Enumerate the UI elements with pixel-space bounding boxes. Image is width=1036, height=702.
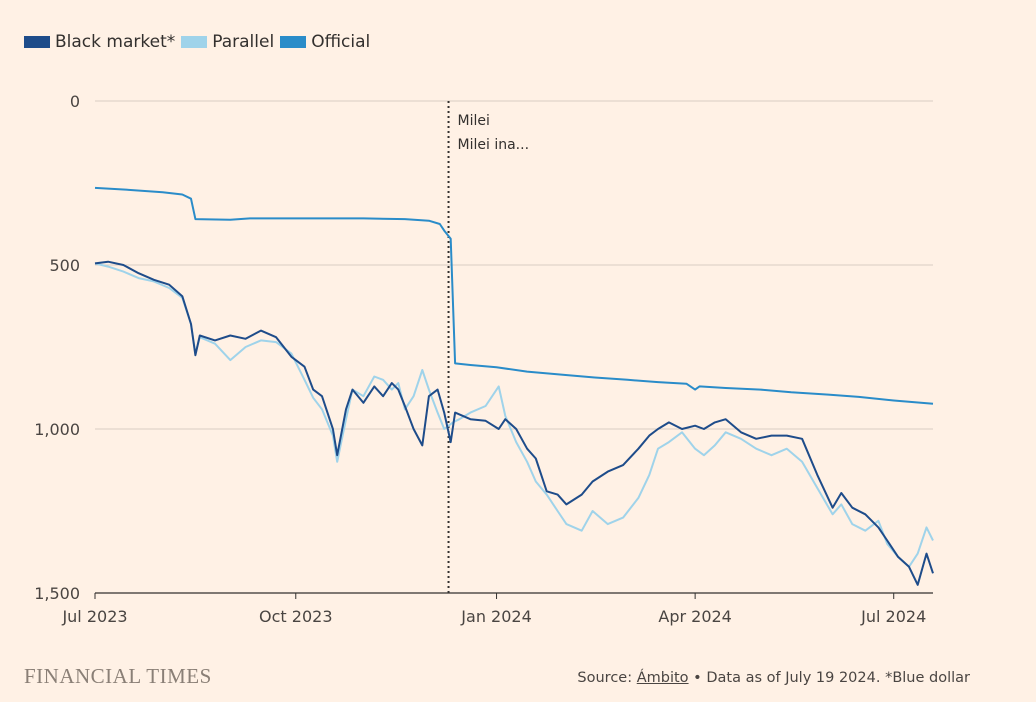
grid-lines	[95, 100, 933, 594]
y-tick-label: 1,000	[34, 420, 80, 439]
series-line-parallel	[94, 262, 934, 568]
x-tick-label: Oct 2023	[259, 607, 332, 626]
legend-item-parallel[interactable]: Parallel	[181, 32, 274, 52]
legend-item-black-market[interactable]: Black market*	[24, 32, 175, 52]
series-line-black-market	[94, 260, 934, 586]
legend-label-official: Official	[311, 32, 371, 52]
source-suffix: • Data as of July 19 2024. *Blue dollar	[688, 670, 970, 686]
chart-plot: 0 500 1,000 1,500 Jul 2023 Oct 2023 Jan 2024 A…	[34, 92, 934, 626]
legend-swatch-parallel	[181, 36, 208, 48]
series-lines	[94, 186, 934, 586]
source-link[interactable]: Ámbito	[636, 670, 689, 686]
x-axis-ticks: Jul 2023 Oct 2023 Jan 2024 Apr 2024 Jul 2024	[61, 593, 926, 626]
event-annotation-line2: Milei ina...	[458, 137, 530, 153]
y-tick-label: 0	[70, 92, 80, 111]
source-note: Source: Ámbito • Data as of July 19 2024…	[577, 670, 970, 686]
y-axis-ticks: 0 500 1,000 1,500	[34, 92, 80, 603]
y-tick-label: 1,500	[34, 584, 80, 603]
event-annotation-line1: Milei	[458, 113, 490, 129]
legend-swatch-black-market	[24, 36, 50, 48]
x-tick-label: Jul 2023	[61, 607, 127, 626]
x-tick-label: Jan 2024	[460, 607, 531, 626]
legend: Black market* Parallel Official	[24, 32, 376, 52]
x-tick-label: Apr 2024	[658, 607, 731, 626]
series-line-official	[94, 186, 934, 405]
source-prefix: Source:	[577, 670, 637, 686]
ft-logo: FINANCIAL TIMES	[24, 664, 212, 688]
y-tick-label: 500	[49, 256, 80, 275]
legend-swatch-official	[280, 36, 307, 48]
legend-label-black-market: Black market*	[55, 32, 176, 52]
x-tick-label: Jul 2024	[860, 607, 926, 626]
legend-label-parallel: Parallel	[212, 32, 275, 52]
legend-item-official[interactable]: Official	[280, 32, 370, 52]
